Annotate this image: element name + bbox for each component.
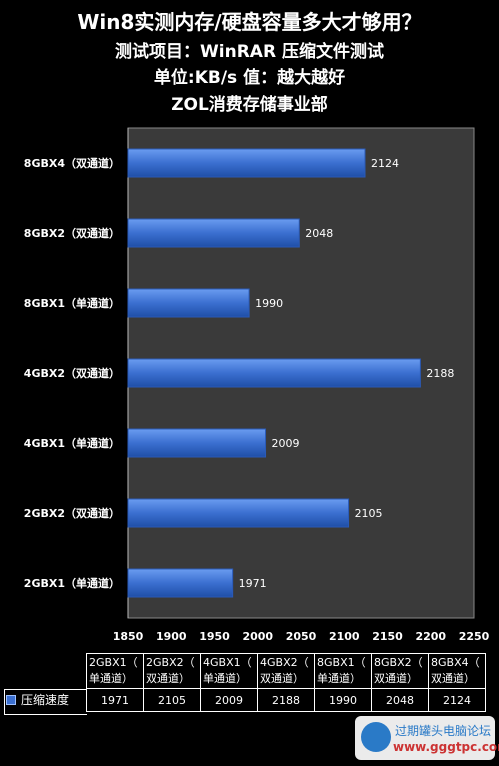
table-value-cell: 2188 bbox=[257, 688, 315, 712]
chart-subtitle-source: ZOL消费存储事业部 bbox=[171, 95, 328, 115]
category-label: 2GBX1（单通道） bbox=[24, 576, 120, 590]
forum-logo-icon bbox=[361, 722, 391, 752]
value-label: 1990 bbox=[255, 297, 283, 310]
table-header-cell: 4GBX2（ 双通道） bbox=[257, 653, 315, 689]
watermark: 过期罐头电脑论坛 www.gggtpc.com bbox=[355, 716, 499, 760]
table-value-cell: 2009 bbox=[200, 688, 258, 712]
bar bbox=[127, 218, 300, 248]
category-label: 8GBX4（双通道） bbox=[24, 156, 120, 170]
bar bbox=[127, 358, 421, 388]
table-header-cell: 8GBX1（ 单通道） bbox=[314, 653, 372, 689]
table-header-cell: 8GBX2（ 双通道） bbox=[371, 653, 429, 689]
chart-subtitle-unit: 单位:KB/s 值：越大越好 bbox=[153, 68, 346, 88]
x-tick-label: 2100 bbox=[329, 630, 360, 643]
table-value-cell: 2105 bbox=[143, 688, 201, 712]
table-value-cell: 1990 bbox=[314, 688, 372, 712]
x-tick-label: 2000 bbox=[242, 630, 273, 643]
bar bbox=[127, 428, 267, 458]
value-label: 2124 bbox=[371, 157, 399, 170]
bar bbox=[127, 288, 250, 318]
category-label: 4GBX1（单通道） bbox=[24, 436, 120, 450]
value-label: 2009 bbox=[272, 437, 300, 450]
legend-swatch bbox=[6, 694, 16, 705]
chart-title: Win8实测内存/硬盘容量多大才够用？ bbox=[77, 10, 422, 34]
table-header-row: 2GBX1（ 单通道） 2GBX2（ 双通道） 4GBX1（ 单通道） 4GBX2（ 双通道）… bbox=[86, 653, 486, 689]
table-header-cell: 2GBX2（ 双通道） bbox=[143, 653, 201, 689]
value-label: 1971 bbox=[239, 577, 267, 590]
bar bbox=[127, 148, 366, 178]
x-tick-label: 1850 bbox=[113, 630, 144, 643]
bar-chart: 1850 1900 1950 2000 2050 2100 2150 2200 2250 8GBX… bbox=[24, 127, 490, 643]
value-label: 2105 bbox=[355, 507, 383, 520]
category-label: 8GBX2（双通道） bbox=[24, 226, 120, 240]
x-tick-label: 2250 bbox=[459, 630, 490, 643]
category-label: 2GBX2（双通道） bbox=[24, 506, 120, 520]
x-tick-label: 2150 bbox=[372, 630, 403, 643]
watermark-line1: 过期罐头电脑论坛 bbox=[395, 724, 492, 738]
x-tick-label: 2200 bbox=[415, 630, 446, 643]
watermark-line2: www.gggtpc.com bbox=[393, 740, 499, 754]
legend-label: 压缩速度 bbox=[21, 693, 70, 707]
table-value-cell: 2048 bbox=[371, 688, 429, 712]
value-label: 2188 bbox=[426, 367, 454, 380]
category-label: 4GBX2（双通道） bbox=[24, 366, 120, 380]
table-value-row: 1971 2105 2009 2188 1990 2048 2124 bbox=[86, 688, 486, 712]
bar bbox=[127, 568, 234, 598]
bar bbox=[127, 498, 350, 528]
table-header-cell: 2GBX1（ 单通道） bbox=[86, 653, 144, 689]
category-label: 8GBX1（单通道） bbox=[24, 296, 120, 310]
table-value-cell: 2124 bbox=[428, 688, 486, 712]
table-value-cell: 1971 bbox=[86, 688, 144, 712]
table-header-cell: 4GBX1（ 单通道） bbox=[200, 653, 258, 689]
chart-subtitle-test: 测试项目：WinRAR 压缩文件测试 bbox=[115, 42, 384, 62]
legend: 压缩速度 bbox=[6, 691, 69, 708]
x-tick-label: 1900 bbox=[156, 630, 187, 643]
x-tick-label: 2050 bbox=[286, 630, 317, 643]
value-label: 2048 bbox=[305, 227, 333, 240]
legend-box bbox=[4, 689, 87, 715]
data-table: 2GBX1（ 单通道） 2GBX2（ 双通道） 4GBX1（ 单通道） 4GBX2（ 双通道）… bbox=[86, 653, 486, 712]
x-tick-label: 1950 bbox=[199, 630, 230, 643]
table-header-cell: 8GBX4（ 双通道） bbox=[428, 653, 486, 689]
